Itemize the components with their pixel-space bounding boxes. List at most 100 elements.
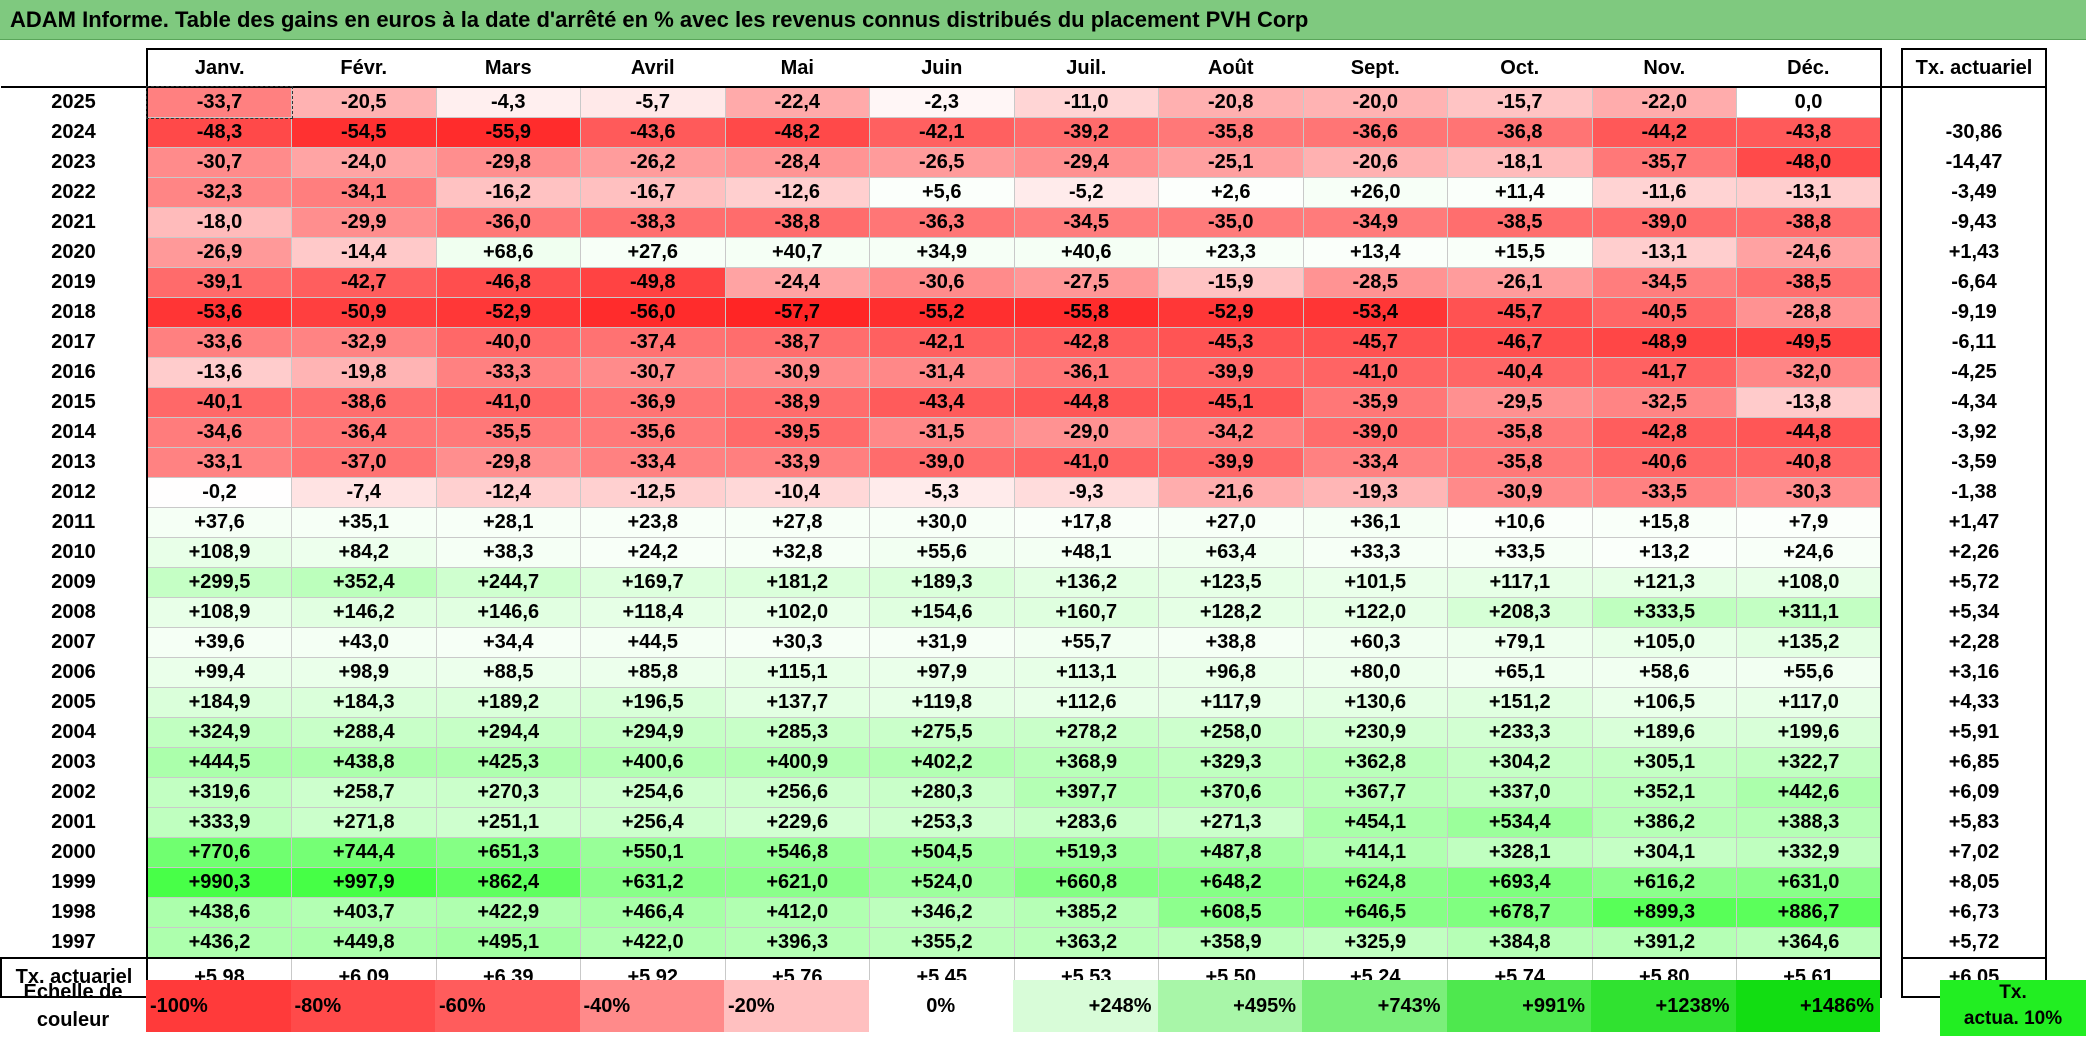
- year-label: 2005: [51, 691, 96, 713]
- gain-cell: -41,0: [1013, 447, 1159, 478]
- gain-cell: +105,0: [1591, 627, 1737, 658]
- year-label: 2017: [51, 331, 96, 353]
- gain-cell: -38,5: [1447, 207, 1593, 238]
- gain-cell: +137,7: [724, 687, 870, 718]
- gain-cell: +403,7: [291, 897, 437, 928]
- gap-cell: [1881, 868, 1902, 898]
- gap-cell: [1881, 928, 1902, 959]
- gain-cell: -42,8: [1013, 327, 1159, 358]
- gain-cell: +189,3: [869, 567, 1015, 598]
- row-rate: -6,11: [1901, 327, 2047, 358]
- gain-cell: +55,7: [1013, 627, 1159, 658]
- table-row: 2010 +108,9 +84,2 +38,3 +24,2 +32,8 +55,6 +48,1…: [1, 537, 2047, 568]
- gap-cell: [1881, 688, 1902, 718]
- scale-swatch: -20%: [724, 980, 869, 1032]
- gain-cell: +48,1: [1013, 537, 1159, 568]
- table-row: 2022 -32,3 -34,1 -16,2 -16,7 -12,6 +5,6 -5,2 +2,…: [1, 177, 2047, 208]
- gain-cell: +37,6: [146, 507, 292, 538]
- table-row: 2011 +37,6 +35,1 +28,1 +23,8 +27,8 +30,0 +17,8 +…: [1, 507, 2047, 538]
- gain-cell: -39,5: [724, 417, 870, 448]
- year-label: 2008: [51, 601, 96, 623]
- gain-cell: -43,6: [580, 117, 726, 148]
- gain-cell: +119,8: [869, 687, 1015, 718]
- row-rate: +3,16: [1901, 657, 2047, 688]
- table-row: 2000 +770,6 +744,4 +651,3 +550,1 +546,8 +504,5…: [1, 837, 2047, 868]
- gain-cell: +68,6: [435, 237, 581, 268]
- gain-cell: -55,8: [1013, 297, 1159, 328]
- gain-cell: -33,4: [580, 447, 726, 478]
- gain-cell: +283,6: [1013, 807, 1159, 838]
- gain-cell: +65,1: [1447, 657, 1593, 688]
- gain-cell: +352,4: [291, 567, 437, 598]
- gap-cell: [1881, 49, 1902, 88]
- gap-cell: [1881, 358, 1902, 388]
- gain-cell: +44,5: [580, 627, 726, 658]
- gain-cell: -38,6: [291, 387, 437, 418]
- gain-cell: +899,3: [1591, 897, 1737, 928]
- gain-cell: -36,8: [1447, 117, 1593, 148]
- gain-cell: -5,7: [580, 86, 726, 118]
- gain-cell: +184,3: [291, 687, 437, 718]
- gain-cell: +256,4: [580, 807, 726, 838]
- gap-cell: [1881, 508, 1902, 538]
- gain-cell: -48,3: [146, 117, 292, 148]
- gain-cell: -35,8: [1158, 117, 1304, 148]
- gain-cell: -39,0: [869, 447, 1015, 478]
- gain-cell: -39,1: [146, 267, 292, 298]
- gain-cell: -27,5: [1013, 267, 1159, 298]
- year-label: 2004: [51, 721, 96, 743]
- gain-cell: -43,8: [1736, 117, 1882, 148]
- gap-cell: [1881, 388, 1902, 418]
- table-row: 2019 -39,1 -42,7 -46,8 -49,8 -24,4 -30,6 -27,5-…: [1, 267, 2047, 298]
- rate-header: Tx. actuariel: [1901, 48, 2047, 88]
- row-rate: +6,09: [1901, 777, 2047, 808]
- row-rate: -30,86: [1901, 117, 2047, 148]
- gains-table: Janv. Févr. Mars Avril Mai Juin Juil. Août Sept.…: [0, 48, 2047, 998]
- year-label: 1999: [51, 871, 96, 893]
- gain-cell: -19,3: [1302, 477, 1448, 508]
- gain-cell: +160,7: [1013, 597, 1159, 628]
- gain-cell: -22,4: [724, 86, 870, 118]
- table-row: 1999 +990,3 +997,9 +862,4 +631,2 +621,0 +524,0…: [1, 867, 2047, 898]
- gain-cell: -28,5: [1302, 267, 1448, 298]
- gain-cell: +367,7: [1302, 777, 1448, 808]
- gain-cell: +396,3: [724, 927, 870, 959]
- gap-cell: [1881, 718, 1902, 748]
- gain-cell: +27,0: [1158, 507, 1304, 538]
- gap-cell: [1881, 208, 1902, 238]
- row-rate: -9,43: [1901, 207, 2047, 238]
- gain-cell: 0,0: [1736, 86, 1882, 118]
- gain-cell: +154,6: [869, 597, 1015, 628]
- gain-cell: -13,8: [1736, 387, 1882, 418]
- gain-cell: -31,4: [869, 357, 1015, 388]
- gain-cell: -35,5: [435, 417, 581, 448]
- gain-cell: +402,2: [869, 747, 1015, 778]
- gain-cell: +422,9: [435, 897, 581, 928]
- year-label: 2015: [51, 391, 96, 413]
- scale-swatch: -40%: [579, 980, 724, 1032]
- gain-cell: -50,9: [291, 297, 437, 328]
- corner-cell: [1, 49, 147, 88]
- gain-cell: -45,1: [1158, 387, 1304, 418]
- gain-cell: +79,1: [1447, 627, 1593, 658]
- month-header-9: Sept.: [1303, 48, 1448, 88]
- gain-cell: -28,4: [724, 147, 870, 178]
- year-label: 2020: [51, 241, 96, 263]
- gain-cell: +146,6: [435, 597, 581, 628]
- gain-cell: -35,6: [580, 417, 726, 448]
- gain-cell: +364,6: [1736, 927, 1882, 959]
- table-row: 2008 +108,9 +146,2 +146,6 +118,4 +102,0 +154,6…: [1, 597, 2047, 628]
- gain-cell: -26,9: [146, 237, 292, 268]
- gain-cell: +358,9: [1158, 927, 1304, 959]
- gain-cell: +621,0: [724, 867, 870, 898]
- gain-cell: -30,7: [146, 147, 292, 178]
- gain-cell: -28,8: [1736, 297, 1882, 328]
- gain-cell: +449,8: [291, 927, 437, 959]
- gain-cell: +770,6: [146, 837, 292, 868]
- gain-cell: +362,8: [1302, 747, 1448, 778]
- gain-cell: +254,6: [580, 777, 726, 808]
- gain-cell: -35,0: [1158, 207, 1304, 238]
- gap-cell: [1881, 628, 1902, 658]
- gain-cell: -34,9: [1302, 207, 1448, 238]
- gain-cell: +997,9: [291, 867, 437, 898]
